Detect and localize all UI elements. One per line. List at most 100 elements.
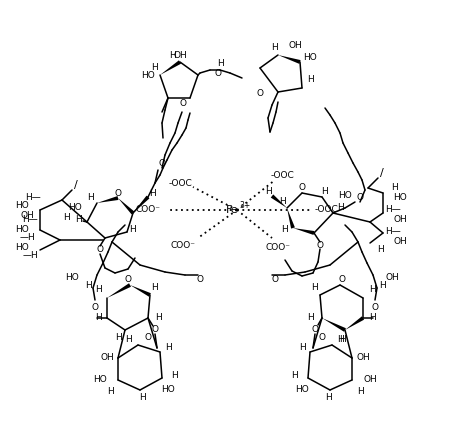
Text: OH: OH (100, 354, 114, 363)
Polygon shape (118, 198, 134, 214)
Text: —H: —H (19, 233, 35, 242)
Text: HO: HO (15, 244, 29, 253)
Text: O: O (180, 98, 187, 107)
Text: HO: HO (141, 70, 155, 80)
Text: O: O (298, 184, 306, 193)
Polygon shape (133, 196, 149, 213)
Text: H: H (376, 245, 384, 254)
Text: H: H (152, 63, 158, 72)
Text: H: H (152, 282, 158, 291)
Text: H: H (368, 285, 376, 294)
Text: OH: OH (20, 210, 34, 219)
Text: H: H (87, 193, 94, 201)
Text: O: O (371, 302, 378, 311)
Text: O: O (312, 325, 319, 334)
Text: O: O (257, 89, 264, 98)
Text: H: H (217, 58, 223, 67)
Text: H: H (172, 371, 179, 380)
Text: -OOC: -OOC (270, 170, 294, 179)
Text: H: H (94, 285, 102, 294)
Text: COO⁻: COO⁻ (171, 241, 196, 250)
Text: H: H (298, 343, 306, 352)
Polygon shape (322, 318, 346, 332)
Text: H: H (94, 314, 102, 322)
Polygon shape (278, 55, 301, 64)
Text: HO: HO (303, 54, 317, 63)
Text: HO: HO (93, 375, 107, 385)
Text: H: H (368, 314, 376, 322)
Text: H: H (312, 282, 318, 291)
Polygon shape (97, 196, 118, 203)
Text: H: H (63, 213, 70, 222)
Text: O: O (115, 188, 122, 198)
Text: H: H (155, 314, 161, 322)
Text: H: H (280, 198, 286, 207)
Text: O: O (151, 325, 158, 334)
Text: OH: OH (173, 51, 187, 60)
Text: H: H (337, 336, 344, 345)
Text: -OOC: -OOC (168, 178, 192, 187)
Text: OH: OH (363, 375, 377, 385)
Text: H: H (107, 388, 113, 397)
Text: OH: OH (288, 40, 302, 49)
Text: 3+: 3+ (239, 201, 251, 210)
Text: HO: HO (161, 386, 175, 394)
Text: H: H (338, 336, 345, 345)
Text: HO: HO (338, 190, 352, 199)
Text: COO⁻: COO⁻ (135, 204, 160, 213)
Text: O: O (316, 241, 323, 250)
Text: -OOC: -OOC (314, 204, 338, 213)
Text: O: O (158, 158, 165, 167)
Text: /: / (74, 180, 78, 190)
Text: Fe: Fe (226, 205, 238, 215)
Text: H: H (321, 187, 329, 196)
Text: O: O (92, 302, 99, 311)
Text: HO: HO (295, 386, 309, 394)
Text: O: O (319, 334, 326, 343)
Text: HO: HO (393, 193, 407, 201)
Text: H: H (125, 336, 132, 345)
Text: H: H (149, 188, 156, 198)
Text: H: H (337, 204, 344, 213)
Text: H: H (164, 343, 172, 352)
Text: /: / (380, 168, 384, 178)
Polygon shape (293, 228, 314, 235)
Text: H: H (85, 280, 91, 290)
Polygon shape (130, 285, 151, 297)
Text: HO: HO (15, 225, 29, 234)
Text: H: H (115, 333, 121, 342)
Text: H: H (272, 43, 278, 52)
Text: O: O (196, 276, 204, 285)
Text: O: O (338, 276, 345, 285)
Text: HO: HO (15, 201, 29, 210)
Text: H—: H— (385, 227, 401, 236)
Text: H: H (169, 51, 175, 60)
Text: H: H (265, 187, 271, 196)
Text: COO⁻: COO⁻ (266, 242, 290, 251)
Text: O: O (272, 276, 279, 285)
Text: H—: H— (385, 205, 401, 215)
Text: OH: OH (356, 354, 370, 363)
Text: H: H (130, 225, 136, 234)
Text: —H: —H (22, 250, 38, 259)
Polygon shape (271, 194, 287, 208)
Text: H: H (281, 225, 287, 233)
Text: O: O (214, 69, 221, 78)
Text: O: O (125, 276, 132, 285)
Polygon shape (287, 208, 295, 229)
Text: OH: OH (393, 238, 407, 247)
Text: O: O (144, 334, 151, 343)
Text: HO: HO (65, 273, 79, 282)
Text: H: H (392, 184, 399, 193)
Text: O: O (96, 245, 103, 254)
Text: HO: HO (68, 202, 82, 211)
Text: OH: OH (385, 273, 399, 282)
Text: OH: OH (393, 216, 407, 225)
Text: H: H (379, 280, 385, 290)
Polygon shape (107, 283, 131, 298)
Text: H: H (139, 394, 145, 403)
Text: H—: H— (22, 216, 38, 225)
Text: H: H (306, 75, 313, 84)
Text: H—: H— (25, 193, 41, 202)
Text: O: O (357, 193, 363, 201)
